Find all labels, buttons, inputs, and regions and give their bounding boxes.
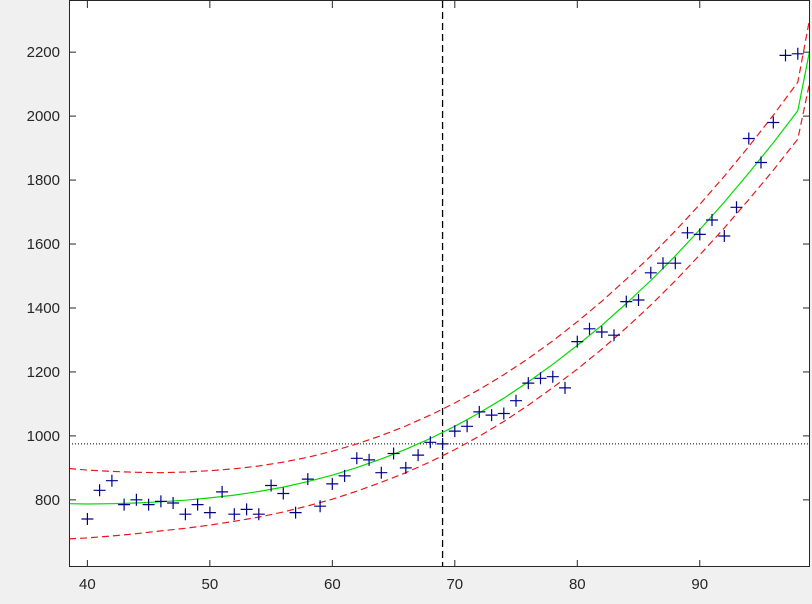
data-point: [142, 498, 155, 511]
data-point: [424, 436, 437, 449]
data-point: [130, 493, 143, 506]
y-tick-label: 1400: [27, 300, 60, 317]
data-point: [791, 47, 804, 60]
data-point: [608, 329, 620, 342]
data-point: [730, 201, 743, 214]
data-point: [742, 132, 755, 145]
y-tick-label: 1000: [27, 428, 60, 445]
data-point: [779, 49, 792, 62]
data-point: [277, 487, 290, 500]
data-point: [706, 214, 718, 226]
data-point: [265, 479, 278, 492]
data-point: [559, 381, 571, 394]
data-point: [522, 377, 535, 390]
data-point: [93, 484, 106, 497]
data-point: [546, 370, 559, 383]
y-tick-label: 1800: [27, 172, 60, 189]
data-point: [485, 409, 498, 422]
data-point: [240, 503, 253, 516]
x-tick-label: 40: [79, 576, 96, 593]
data-layer: [69, 1, 810, 567]
data-point: [571, 335, 584, 348]
y-tick-label: 1200: [27, 364, 60, 381]
data-point: [301, 473, 314, 486]
data-point: [203, 506, 216, 519]
data-point: [718, 230, 731, 242]
data-point: [387, 447, 400, 460]
data-point: [191, 498, 204, 511]
data-point: [179, 508, 192, 521]
data-point: [657, 257, 669, 270]
x-tick-label: 70: [446, 576, 463, 593]
y-tick-label: 1600: [27, 236, 60, 253]
axis-layer: 40 50 60 70 80 90 800 1000 1200 1400 1600 1800 2000 2…: [27, 1, 810, 593]
data-point: [767, 116, 780, 129]
plot-area: [69, 1, 810, 567]
data-point: [154, 495, 167, 508]
data-point: [620, 295, 633, 308]
data-point: [375, 466, 388, 479]
x-tick-label: 50: [202, 576, 219, 593]
series-line-lower-bound: [69, 80, 810, 540]
data-point: [105, 474, 118, 487]
data-point: [436, 437, 449, 450]
data-point: [473, 405, 486, 418]
data-point: [755, 156, 767, 169]
data-point: [497, 407, 510, 420]
data-point: [338, 469, 351, 482]
data-point: [644, 266, 657, 279]
x-tick-label: 90: [691, 576, 708, 593]
data-point: [363, 453, 376, 466]
y-tick-label: 2000: [27, 108, 60, 125]
y-tick-label: 2200: [27, 44, 60, 61]
x-tick-label: 60: [324, 576, 341, 593]
data-point: [326, 477, 339, 490]
data-point: [216, 485, 229, 498]
data-point: [461, 420, 474, 433]
data-point: [693, 228, 706, 241]
axes-box: [69, 0, 810, 567]
data-point: [399, 461, 412, 474]
data-point: [167, 497, 180, 509]
series-line-upper-bound: [69, 16, 810, 474]
data-point: [252, 508, 265, 521]
data-point: [595, 326, 608, 338]
data-point: [118, 498, 131, 511]
data-point: [228, 508, 241, 521]
data-point: [81, 513, 94, 525]
data-point: [314, 500, 327, 513]
data-point: [412, 449, 425, 462]
data-point: [510, 394, 522, 407]
y-tick-label: 800: [35, 492, 60, 509]
data-point: [448, 425, 461, 438]
data-point: [681, 226, 694, 239]
data-point: [583, 322, 596, 335]
x-tick-label: 80: [569, 576, 586, 593]
data-point: [534, 372, 547, 385]
data-point: [669, 257, 682, 270]
data-point: [289, 506, 302, 519]
data-point: [350, 452, 363, 465]
data-point: [632, 294, 645, 306]
